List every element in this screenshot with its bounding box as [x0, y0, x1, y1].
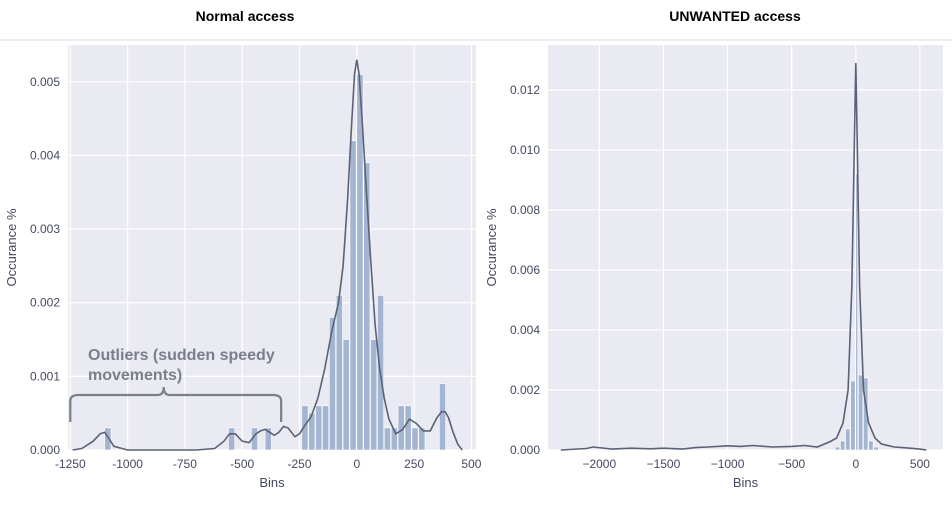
x-tick-label: -1250 [55, 457, 86, 471]
histogram-bar [840, 440, 846, 451]
histogram-bar [322, 405, 330, 451]
outliers-annotation-text: movements) [88, 367, 182, 384]
y-axis-label: Occurance % [4, 208, 19, 286]
plot-area [548, 45, 943, 450]
x-tick-label: -1000 [112, 457, 143, 471]
y-tick-label: 0.006 [510, 263, 540, 277]
kde-line [560, 62, 927, 451]
y-tick-label: 0.004 [510, 323, 540, 337]
histogram-bar [363, 162, 371, 451]
y-tick-label: 0.004 [30, 148, 60, 162]
x-tick-label: −500 [778, 457, 805, 471]
chart-title-normal: Normal access [195, 8, 295, 24]
plot-area [68, 45, 476, 450]
histogram-bar [873, 446, 879, 451]
unwanted-access-chart: −2000 −1500 −1000 −500 0 500 0.000 0.002 0.004 0.… [484, 45, 943, 490]
y-tick-label: 0.010 [510, 143, 540, 157]
kde-line [72, 59, 463, 451]
histogram-bar [855, 173, 859, 451]
normal-access-chart: -1250 -1000 -750 -500 -250 0 250 500 0.000 0.001 0… [4, 45, 482, 490]
histogram-bar [868, 440, 874, 451]
y-tick-label: 0.008 [510, 203, 540, 217]
x-tick-label: -750 [173, 457, 197, 471]
histogram-bar [439, 383, 446, 451]
y-axis-label: Occurance % [484, 208, 499, 286]
x-axis-label: Bins [259, 475, 285, 490]
histogram-bar [834, 446, 841, 451]
x-tick-label: 250 [404, 457, 424, 471]
x-axis-label: Bins [733, 475, 759, 490]
x-tick-label: -500 [230, 457, 254, 471]
y-tick-label: 0.005 [30, 75, 60, 89]
x-tick-label: 0 [852, 457, 859, 471]
histogram-bar [264, 427, 272, 451]
histogram-bar [404, 405, 412, 451]
histogram-bar [104, 427, 112, 451]
histogram-bar [418, 427, 426, 451]
outliers-brace [69, 386, 283, 422]
histogram-bar [384, 427, 391, 451]
histogram-bar [356, 74, 364, 451]
y-tick-label: 0.002 [30, 296, 60, 310]
histogram-bar [228, 427, 236, 451]
y-tick-label: 0.003 [30, 222, 60, 236]
histogram-bar [390, 427, 398, 451]
x-tick-label: −1000 [711, 457, 745, 471]
chart-title-unwanted: UNWANTED access [669, 8, 801, 24]
histogram-bar [329, 317, 336, 451]
x-tick-label: -250 [287, 457, 311, 471]
y-tick-label: 0.012 [510, 83, 540, 97]
y-tick-label: 0.000 [510, 443, 540, 457]
y-tick-label: 0.001 [30, 369, 60, 383]
x-tick-label: 500 [910, 457, 930, 471]
histogram-bar [301, 405, 309, 451]
histogram-bar [845, 428, 851, 451]
x-tick-label: 500 [461, 457, 481, 471]
histogram-bar [370, 339, 378, 451]
y-tick-label: 0.000 [30, 443, 60, 457]
histogram-bar [850, 380, 856, 451]
histogram-bar [315, 405, 323, 451]
histogram-bar [335, 295, 343, 451]
histogram-bar [858, 374, 864, 451]
outliers-annotation-text: Outliers (sudden speedy [88, 347, 275, 364]
histogram-bar [411, 427, 419, 451]
x-tick-label: −1500 [647, 457, 681, 471]
x-tick-label: 0 [353, 457, 360, 471]
histogram-bar [342, 339, 350, 451]
histogram-bar [349, 140, 357, 451]
y-tick-label: 0.002 [510, 383, 540, 397]
x-tick-label: −2000 [582, 457, 616, 471]
